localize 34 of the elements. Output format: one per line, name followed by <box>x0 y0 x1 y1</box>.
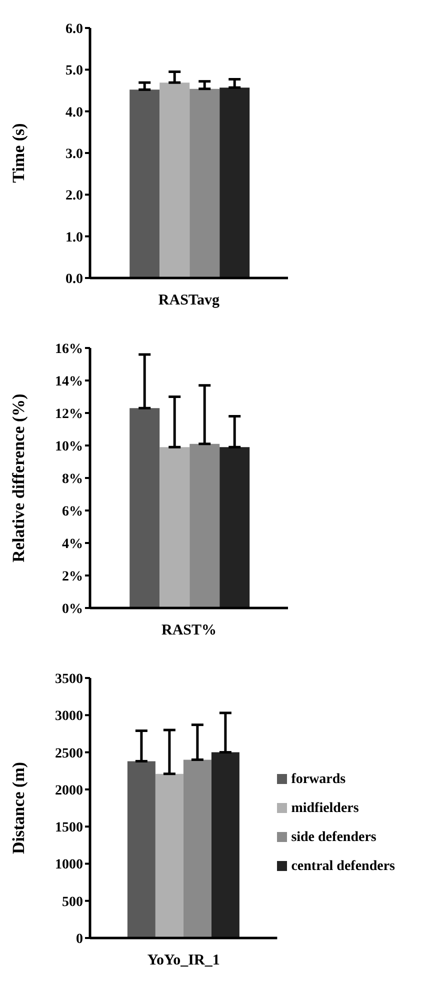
y-tick-label: 2.0 <box>66 188 83 204</box>
y-tick-label: 2500 <box>55 746 83 762</box>
x-tick-label: YoYo_IR_1 <box>147 952 220 969</box>
y-tick-label: 6.0 <box>66 22 83 37</box>
legend-label: forwards <box>291 772 346 787</box>
x-tick-label: RASTavg <box>158 292 220 309</box>
y-tick-label: 2000 <box>55 783 83 798</box>
y-tick-label: 1500 <box>55 820 83 836</box>
y-tick-label: 10% <box>55 439 83 454</box>
y-axis-title: Distance (m) <box>9 762 28 854</box>
y-axis-title: Relative difference (%) <box>9 394 28 562</box>
y-tick-label: 2% <box>62 569 83 584</box>
y-tick-label: 6% <box>62 504 83 520</box>
y-tick-label: 1.0 <box>66 230 83 246</box>
legend-label: side defenders <box>291 830 376 845</box>
y-axis-title: Time (s) <box>9 123 28 183</box>
y-tick-label: 14% <box>55 374 83 390</box>
y-tick-label: 5.0 <box>66 64 83 79</box>
legend-label: midfielders <box>291 801 359 816</box>
y-tick-label: 0.0 <box>66 272 83 287</box>
x-tick-label: RAST% <box>161 622 217 639</box>
y-tick-label: 12% <box>55 406 83 422</box>
legend-label: central defenders <box>291 859 395 874</box>
y-tick-label: 8% <box>62 472 83 487</box>
y-tick-label: 4% <box>62 536 83 552</box>
y-tick-label: 0 <box>76 932 83 947</box>
y-tick-label: 3500 <box>55 672 83 687</box>
y-tick-label: 3000 <box>55 709 83 724</box>
y-tick-label: 3.0 <box>66 146 83 162</box>
y-tick-label: 1000 <box>55 858 83 873</box>
y-tick-label: 4.0 <box>66 105 83 120</box>
y-tick-label: 16% <box>55 342 83 357</box>
y-tick-label: 0% <box>62 602 83 617</box>
y-tick-label: 500 <box>62 894 83 910</box>
